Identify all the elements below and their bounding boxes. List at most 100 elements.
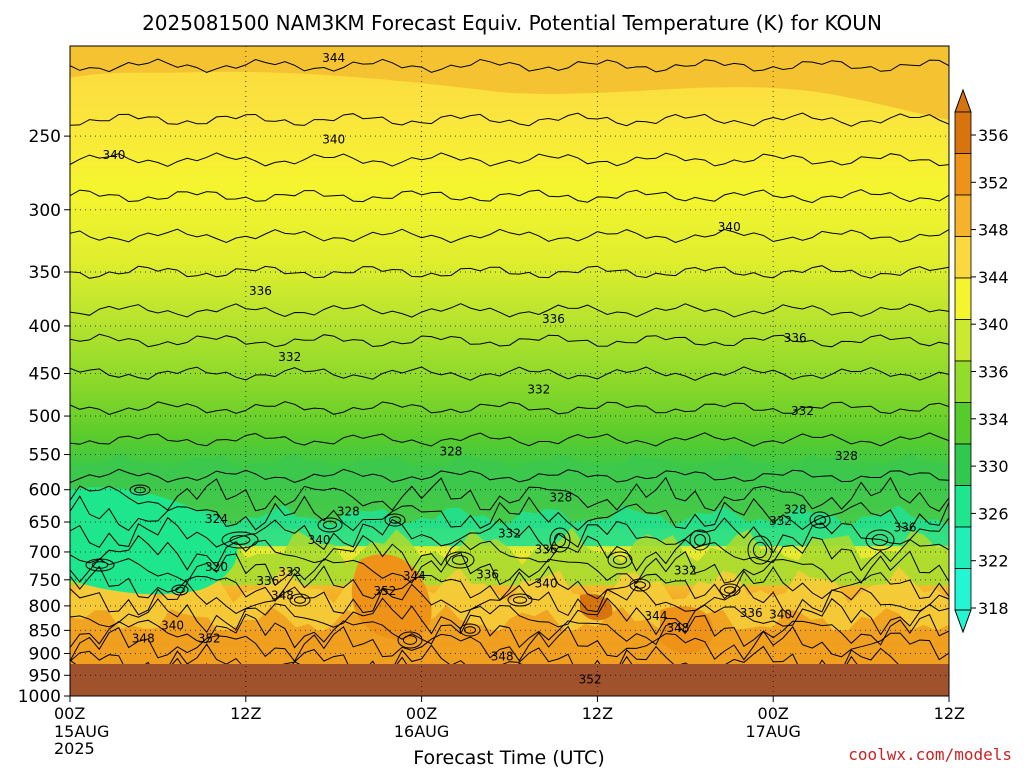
y-tick-label: 600 bbox=[29, 481, 61, 501]
y-tick-label: 350 bbox=[29, 263, 61, 283]
contour-cell-inner bbox=[612, 555, 628, 565]
contour-label: 336 bbox=[476, 567, 499, 581]
contour-label: 328 bbox=[439, 445, 462, 459]
contour-line bbox=[70, 152, 949, 167]
colorbar-swatch bbox=[954, 236, 972, 279]
contour-label: 336 bbox=[542, 312, 565, 326]
contour-line bbox=[70, 189, 949, 204]
contour-line bbox=[70, 366, 949, 381]
x-tick-sublabel: 17AUG bbox=[745, 722, 800, 741]
colorbar-label: 348 bbox=[978, 221, 1009, 240]
colorbar-label: 322 bbox=[978, 552, 1009, 571]
contour-line bbox=[70, 582, 949, 619]
contour-line bbox=[70, 516, 949, 554]
x-tick-label: 12Z bbox=[230, 704, 261, 723]
contour-label: 332 bbox=[769, 514, 792, 528]
contour-cell-inner bbox=[322, 520, 338, 530]
y-tick-label: 650 bbox=[29, 513, 61, 533]
contour-cell bbox=[719, 583, 741, 597]
contour-label: 352 bbox=[579, 673, 602, 687]
contour-label: 348 bbox=[667, 621, 690, 635]
contour-cell-inner bbox=[389, 516, 401, 524]
contour-label: 332 bbox=[527, 382, 550, 396]
x-axis-label: Forecast Time (UTC) bbox=[413, 747, 604, 768]
terrain-mask bbox=[70, 664, 949, 696]
colorbar-label: 326 bbox=[978, 504, 1009, 523]
contour-label: 332 bbox=[791, 404, 814, 418]
y-tick-label: 850 bbox=[29, 621, 61, 641]
y-tick-label: 750 bbox=[29, 571, 61, 591]
contour-cell bbox=[809, 511, 831, 529]
contour-cell-inner bbox=[175, 586, 185, 594]
contour-cell-inner bbox=[634, 581, 646, 589]
colorbar-label: 334 bbox=[978, 410, 1009, 429]
contour-cell-inner bbox=[451, 555, 469, 565]
colorbar-swatch bbox=[954, 443, 972, 486]
contour-line bbox=[70, 625, 949, 662]
contour-cell bbox=[317, 517, 343, 533]
contour-line bbox=[70, 265, 949, 279]
contour-line bbox=[70, 613, 949, 649]
contour-cell-inner bbox=[91, 561, 109, 569]
contour-label: 352 bbox=[374, 584, 397, 598]
y-tick-label: 500 bbox=[29, 407, 61, 427]
y-tick-label: 1000 bbox=[18, 687, 61, 707]
contour-label: 340 bbox=[308, 533, 331, 547]
colorbar-label: 356 bbox=[978, 126, 1009, 145]
plot-frame bbox=[69, 45, 950, 697]
contour-label: 328 bbox=[835, 449, 858, 463]
contour-line bbox=[70, 597, 949, 636]
contour-label: 332 bbox=[498, 527, 521, 541]
colorbar-swatch bbox=[954, 360, 972, 403]
contour-line bbox=[70, 303, 949, 318]
contour-label: 340 bbox=[769, 607, 792, 621]
contour-label: 348 bbox=[271, 589, 294, 603]
contour-cell-inner bbox=[512, 596, 528, 604]
contour-label: 332 bbox=[278, 565, 301, 579]
colorbar-bottom-arrow bbox=[954, 609, 972, 634]
contour-line bbox=[70, 333, 949, 348]
colorbar-swatch bbox=[954, 111, 972, 154]
y-tick-label: 900 bbox=[29, 644, 61, 664]
colorbar-top-arrow bbox=[954, 88, 972, 113]
credit-link[interactable]: coolwx.com/models bbox=[848, 745, 1012, 764]
colorbar-swatch bbox=[954, 194, 972, 237]
contour-cell-inner bbox=[402, 635, 418, 645]
contour-cell bbox=[747, 535, 773, 565]
colorbar-label: 318 bbox=[978, 599, 1009, 618]
contour-label: 336 bbox=[256, 574, 279, 588]
contour-line bbox=[70, 476, 949, 512]
contour-cell-inner bbox=[724, 586, 736, 594]
contour-label: 328 bbox=[337, 504, 360, 518]
colorbar-label: 340 bbox=[978, 315, 1009, 334]
x-tick-label: 12Z bbox=[582, 704, 613, 723]
y-tick-label: 550 bbox=[29, 446, 61, 466]
colorbar-swatch bbox=[954, 153, 972, 196]
colorbar-swatch bbox=[954, 319, 972, 362]
contour-label: 332 bbox=[674, 564, 697, 578]
contour-line bbox=[70, 550, 949, 587]
contour-cell-inner bbox=[554, 532, 566, 548]
contour-label: 332 bbox=[278, 350, 301, 364]
y-tick-label: 300 bbox=[29, 201, 61, 221]
contour-cell bbox=[171, 584, 189, 596]
y-tick-label: 250 bbox=[29, 127, 61, 147]
contour-line bbox=[70, 534, 949, 572]
x-tick-sublabel: 2025 bbox=[54, 739, 95, 758]
region-teal-band bbox=[70, 504, 949, 547]
colorbar: 356 352 348 344 340 336 334 330 326 322 318 bbox=[954, 88, 1009, 634]
contour-line bbox=[70, 495, 949, 532]
contour-cell-inner bbox=[871, 534, 889, 546]
contour-cell bbox=[865, 529, 895, 551]
colorbar-label: 344 bbox=[978, 268, 1009, 287]
contour-label: 344 bbox=[645, 609, 668, 623]
contour-line bbox=[70, 401, 949, 416]
y-tick-label: 800 bbox=[29, 597, 61, 617]
contour-cell bbox=[629, 578, 651, 592]
contour-label: 336 bbox=[740, 606, 763, 620]
contour-label: 348 bbox=[132, 631, 155, 645]
x-tick-sublabel: 15AUG bbox=[54, 722, 109, 741]
contour-line bbox=[70, 112, 949, 127]
y-tick-label: 950 bbox=[29, 666, 61, 686]
